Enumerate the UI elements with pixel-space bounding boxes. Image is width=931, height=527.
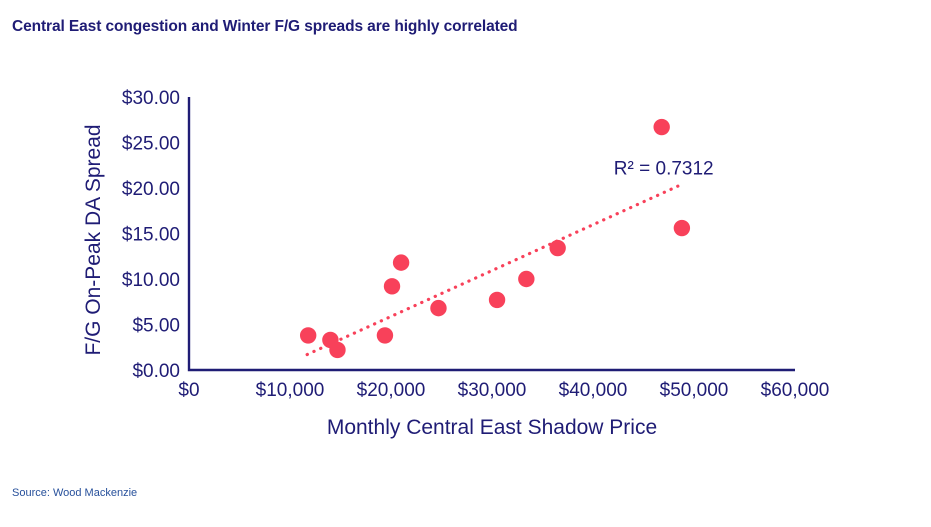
x-tick-label: $10,000	[256, 380, 325, 401]
scatter-chart: $0.00 $5.00 $10.00 $15.00 $20.00 $25.00 $30.00…	[82, 88, 829, 439]
x-tick-label: $20,000	[357, 380, 426, 401]
y-tick-label: $10.00	[122, 270, 180, 291]
chart-container: $0.00 $5.00 $10.00 $15.00 $20.00 $25.00 $30.00…	[82, 88, 829, 439]
source-note: Source: Wood Mackenzie	[12, 487, 138, 499]
x-tick-label: $40,000	[559, 380, 628, 401]
y-axis-title: F/G On-Peak DA Spread	[82, 124, 105, 355]
y-tick-label: $30.00	[122, 88, 180, 109]
y-tick-label: $15.00	[122, 225, 180, 246]
data-point	[673, 219, 691, 237]
data-point	[430, 299, 447, 317]
r-squared-annotation: R² = 0.7312	[614, 158, 714, 179]
trendline	[305, 184, 680, 357]
x-tick-label: $50,000	[660, 380, 729, 401]
y-tick-label: $5.00	[132, 316, 180, 337]
data-point	[392, 254, 410, 271]
data-point	[383, 278, 401, 295]
x-axis-tick-labels: $0 $10,000 $20,000 $30,000 $40,000 $50,000 $60…	[178, 380, 829, 401]
x-axis-title: Monthly Central East Shadow Price	[327, 416, 657, 439]
data-point	[329, 341, 346, 359]
data-point	[549, 239, 566, 257]
x-tick-label: $0	[178, 380, 199, 401]
data-point	[299, 327, 317, 344]
y-axis-tick-labels: $0.00 $5.00 $10.00 $15.00 $20.00 $25.00 $30.00	[122, 88, 180, 382]
y-tick-label: $0.00	[132, 361, 180, 382]
chart-axes	[187, 97, 795, 372]
data-point	[376, 327, 394, 344]
x-tick-label: $60,000	[761, 380, 830, 401]
data-point	[518, 270, 535, 288]
page-title: Central East congestion and Winter F/G s…	[12, 18, 518, 35]
data-point	[488, 291, 506, 309]
scatter-points	[299, 118, 691, 359]
x-tick-label: $30,000	[458, 380, 527, 401]
data-point	[653, 118, 670, 136]
r-squared-label: R² = 0.7312	[614, 158, 714, 179]
y-tick-label: $20.00	[122, 179, 180, 200]
y-tick-label: $25.00	[122, 134, 180, 155]
trendline-path	[305, 184, 680, 357]
